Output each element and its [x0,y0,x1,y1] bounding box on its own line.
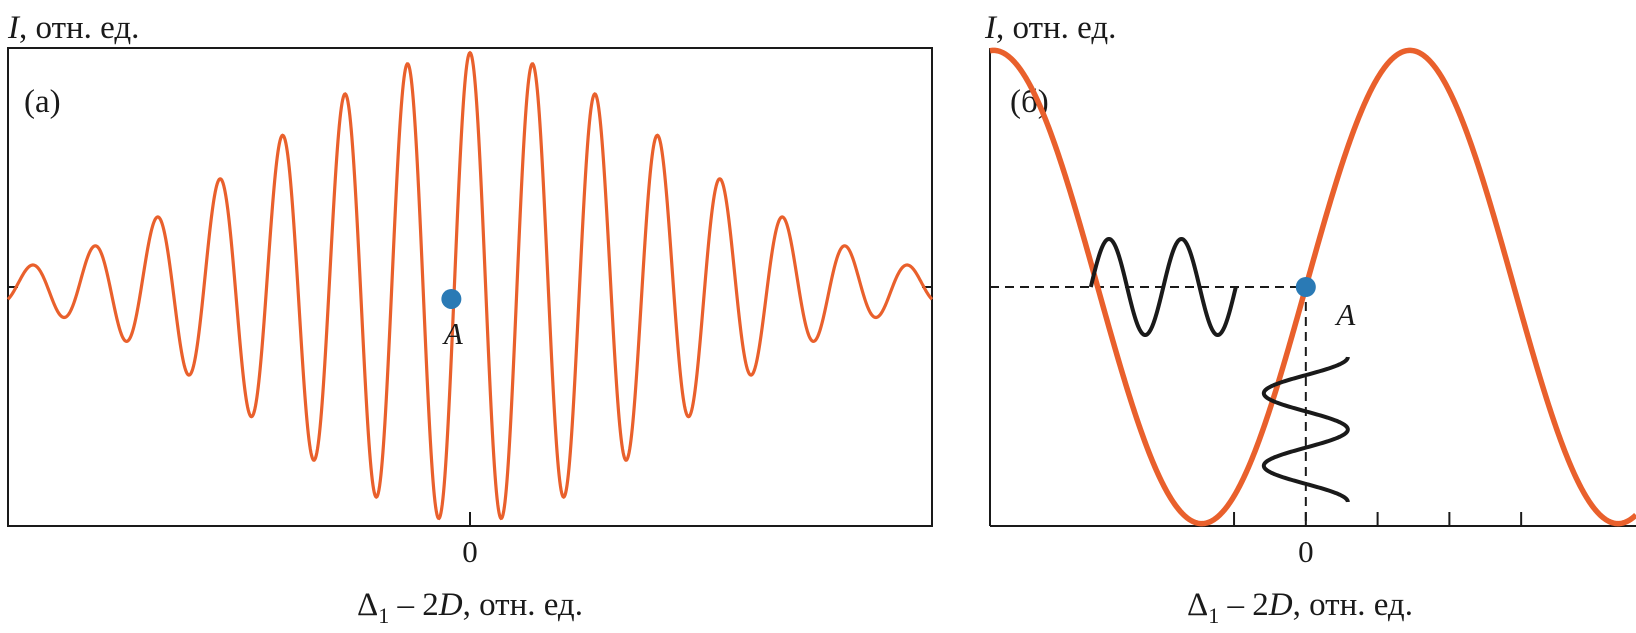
panel-a-point-a-label: A [442,316,464,351]
panel-a-ylabel: I, отн. ед. [7,10,139,46]
panel-b-output-signal [1261,356,1350,503]
panel-b-input-signal [1088,237,1238,337]
panel-a-point-a [441,288,462,309]
panel-b-x-tick-label: 0 [1298,534,1314,569]
panel-a-x-tick-label: 0 [462,534,478,569]
panel-b-point-a-label: A [1334,297,1356,332]
panel-b-xlabel: Δ1 – 2D, отн. ед. [1187,587,1413,628]
panel-b: I, отн. ед. (б) 0 A Δ1 – 2D, отн. ед. [984,10,1636,628]
panel-b-transfer-curve [989,47,1636,527]
panel-b-point-a [1295,277,1316,297]
panel-a-xlabel: Δ1 – 2D, отн. ед. [357,587,583,628]
panel-a-frame [7,47,933,527]
panel-b-ylabel: I, отн. ед. [984,10,1116,46]
panel-a-label: (а) [24,84,61,120]
panel-a: I, отн. ед. (а) 0 A Δ1 – 2D, отн. ед. [6,10,934,628]
panel-a-signal-curve [6,50,934,521]
